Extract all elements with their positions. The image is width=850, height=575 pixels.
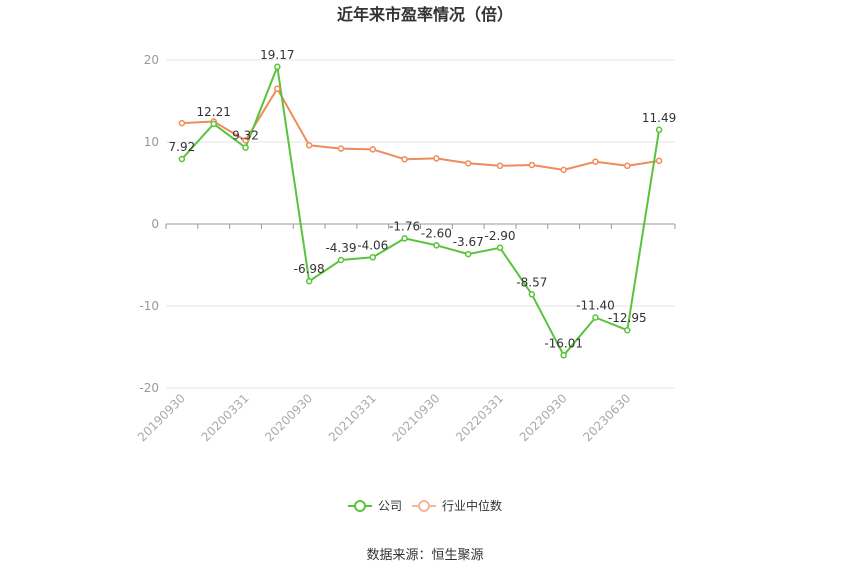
legend-marker-industry xyxy=(418,500,430,512)
data-label: 19.17 xyxy=(260,48,294,62)
legend-label-company: 公司 xyxy=(378,499,402,513)
x-tick-label: 20230630 xyxy=(580,391,633,444)
data-label: -2.90 xyxy=(485,229,516,243)
data-label: -11.40 xyxy=(576,298,615,312)
y-axis: 20 10 0 -10 -20 xyxy=(139,53,159,395)
x-tick-label: 20200930 xyxy=(262,391,315,444)
data-point-company xyxy=(496,244,504,252)
x-tick-label: 20210930 xyxy=(389,391,442,444)
series-line-industry xyxy=(181,87,660,171)
y-tick-label: 0 xyxy=(151,217,159,231)
series-lines xyxy=(181,65,661,357)
data-label: -16.01 xyxy=(544,336,583,350)
x-tick-label: 20210331 xyxy=(326,391,379,444)
data-label: 7.92 xyxy=(169,140,196,154)
data-label: -8.57 xyxy=(516,275,547,289)
data-point-industry xyxy=(401,155,408,163)
data-label: 12.21 xyxy=(197,105,231,119)
legend-item-company[interactable]: 公司 xyxy=(348,499,402,513)
data-point-company xyxy=(655,126,663,134)
data-label: -2.60 xyxy=(421,226,452,240)
data-point-industry xyxy=(496,162,504,170)
data-point-industry xyxy=(178,119,186,127)
data-point-industry xyxy=(655,157,663,165)
data-label: -4.06 xyxy=(357,238,388,252)
x-tick-label: 20220930 xyxy=(517,391,570,444)
data-point-industry xyxy=(369,146,377,153)
y-tick-label: -10 xyxy=(139,299,159,313)
data-point-company xyxy=(464,250,472,258)
data-label: -6.98 xyxy=(294,262,325,276)
y-tick-label: -20 xyxy=(139,381,159,395)
legend-item-industry[interactable]: 行业中位数 xyxy=(412,498,502,513)
data-point-company xyxy=(433,242,440,249)
data-point-company xyxy=(560,352,567,359)
legend-marker-company xyxy=(354,500,366,512)
data-point-company xyxy=(274,63,281,71)
data-point-company xyxy=(337,256,345,264)
data-label: -4.39 xyxy=(325,241,356,255)
data-point-company xyxy=(369,254,377,261)
data-point-company xyxy=(305,277,313,285)
data-label: 9.32 xyxy=(232,129,259,143)
data-point-industry xyxy=(242,137,249,144)
series-line-company xyxy=(181,65,661,357)
data-source: 数据来源：恒生聚源 xyxy=(366,548,483,563)
legend: 公司 行业中位数 xyxy=(348,498,502,513)
data-point-industry xyxy=(337,145,345,152)
data-point-industry xyxy=(560,166,567,174)
x-tick-label: 20200331 xyxy=(199,391,252,444)
y-tick-label: 20 xyxy=(144,53,159,67)
series-points xyxy=(178,63,663,359)
data-point-company xyxy=(624,326,631,334)
data-point-industry xyxy=(464,160,472,167)
y-tick-label: 10 xyxy=(144,135,159,149)
legend-label-industry: 行业中位数 xyxy=(442,498,502,513)
data-point-company xyxy=(178,155,186,163)
data-point-company xyxy=(242,144,249,151)
data-point-company xyxy=(592,314,599,321)
data-point-industry xyxy=(592,158,599,165)
chart-title: 近年来市盈率情况（倍） xyxy=(337,5,513,24)
data-point-industry xyxy=(433,155,440,162)
data-point-company xyxy=(528,291,536,298)
x-tick-label: 20220331 xyxy=(453,391,506,444)
data-point-industry xyxy=(305,142,313,149)
data-point-industry xyxy=(624,162,631,170)
data-label: -3.67 xyxy=(453,235,484,249)
data-label: 11.49 xyxy=(642,111,676,125)
data-point-industry xyxy=(274,85,281,92)
data-point-company xyxy=(401,235,408,242)
data-label: -1.76 xyxy=(389,219,420,233)
x-tick-label: 20190930 xyxy=(135,391,188,444)
x-axis: 20190930 20200331 20200930 20210331 20210930… xyxy=(135,224,676,444)
data-point-industry xyxy=(528,161,536,169)
data-label: -12.95 xyxy=(608,311,647,325)
data-point-company xyxy=(210,120,217,128)
